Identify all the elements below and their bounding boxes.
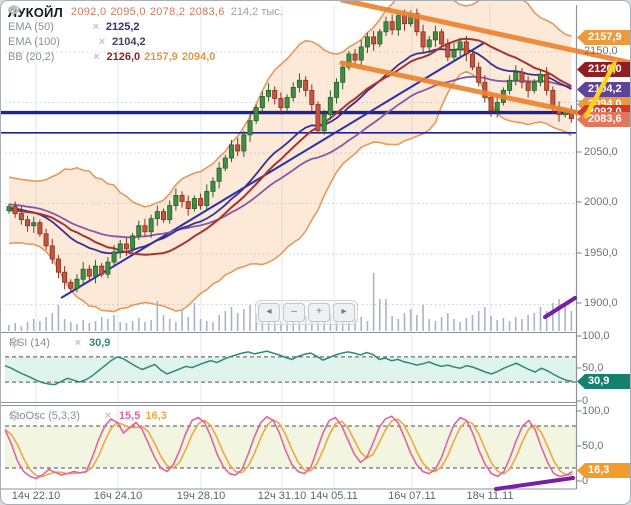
ema100-label: EMA (100): [8, 36, 60, 48]
close-icon[interactable]: ×: [74, 337, 82, 349]
bb-label: BB (20,2): [8, 51, 55, 63]
stoch-k-value: 15,5: [118, 410, 141, 422]
price-axis-label: 2150,0: [584, 45, 618, 57]
instrument-row: ЛУКОЙЛ 2092,0 2095,0 2078,2 2083,6 214,2…: [8, 5, 283, 20]
ema50-legend-row: EMA (50) × 2125,2: [8, 5, 283, 35]
stoch-label: StoOsc (5,3,3): [9, 410, 80, 422]
open-value: 2092,0: [70, 6, 107, 18]
scroll-left-button[interactable]: ◂: [258, 303, 280, 322]
rsi-scale-label: 0: [582, 395, 589, 407]
price-badge: 2083,6: [577, 112, 630, 127]
scroll-right-button[interactable]: ▸: [333, 303, 355, 322]
stoch-scale-label: 50,0: [582, 440, 604, 452]
instrument-name: ЛУКОЙЛ: [8, 5, 63, 20]
stoch-d-value: 16,3: [145, 410, 167, 422]
close-value: 2083,6: [189, 6, 225, 18]
time-axis-label: 12ч 31.10: [257, 490, 307, 502]
price-axis-label: 1900,0: [584, 297, 618, 309]
rsi-value-badge: 30,9: [577, 374, 630, 389]
close-icon[interactable]: ×: [92, 21, 100, 33]
ema100-value: 2104,2: [111, 36, 146, 48]
rsi-scale-label: 100,0: [582, 330, 610, 342]
gear-icon[interactable]: [8, 5, 92, 49]
close-icon[interactable]: ×: [98, 36, 106, 48]
ema50-label: EMA (50): [8, 21, 54, 33]
bb-upper-value: 2157,9: [144, 51, 178, 63]
time-axis-label: 18ч 11.11: [466, 490, 514, 502]
stoch-value-badge: 16,3: [577, 463, 630, 478]
close-icon[interactable]: ×: [104, 410, 112, 422]
time-axis-label: 16ч 24.10: [93, 490, 143, 502]
time-axis-label: 16ч 07.11: [388, 490, 436, 502]
zoom-in-button[interactable]: +: [308, 303, 330, 322]
price-badge: 2104,2: [577, 82, 630, 97]
ema100-legend-row: EMA (100) × 2104,2: [8, 5, 283, 50]
rsi-scale-label: 50,0: [582, 362, 604, 374]
stoch-scale-label: 100,0: [582, 405, 610, 417]
low-value: 2078,2: [149, 6, 186, 18]
bb-legend-row: BB (20,2) × 2126,0 2157,9 2094,0: [8, 5, 283, 65]
chart-legend: ЛУКОЙЛ 2092,0 2095,0 2078,2 2083,6 214,2…: [8, 5, 283, 65]
zoom-out-button[interactable]: –: [283, 303, 305, 322]
eye-icon[interactable]: [8, 5, 76, 49]
gear-icon[interactable]: [8, 5, 86, 34]
time-axis-label: 14ч 05.11: [310, 490, 358, 502]
close-icon[interactable]: ×: [93, 51, 100, 63]
price-axis-label: 2050,0: [584, 146, 618, 158]
gear-icon[interactable]: [8, 5, 86, 64]
price-badge: 2157,9: [577, 30, 630, 45]
rsi-value: 30,9: [88, 337, 111, 349]
gear-icon[interactable]: [9, 410, 97, 422]
price-axis-label: 1950,0: [584, 247, 618, 259]
volume-value: 214,2 тыс.: [230, 6, 283, 18]
time-axis-label: 14ч 22.10: [11, 490, 61, 502]
high-value: 2095,0: [110, 6, 146, 18]
stoch-scale-label: 0: [582, 475, 589, 487]
eye-icon[interactable]: [8, 5, 70, 34]
time-axis-label: 19ч 28.10: [176, 490, 226, 502]
rsi-label: RSI (14): [9, 337, 50, 349]
rsi-legend: RSI (14) × 30,9: [9, 337, 110, 349]
eye-icon[interactable]: [8, 5, 70, 64]
gear-icon[interactable]: [9, 337, 67, 349]
chart-nav-controls: ◂ – + ▸: [255, 300, 358, 325]
price-badge: 2126,0: [577, 62, 630, 77]
price-axis-label: 2000,0: [584, 196, 618, 208]
bb-mid-value: 2126,0: [106, 51, 141, 63]
bb-lower-value: 2094,0: [181, 51, 216, 63]
ema50-value: 2125,2: [105, 21, 140, 33]
stoch-legend: StoOsc (5,3,3) × 15,5 16,3: [9, 410, 167, 422]
